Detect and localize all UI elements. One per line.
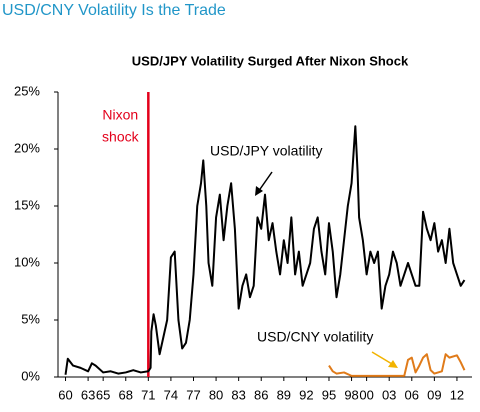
event-label: Nixon xyxy=(102,107,138,123)
arrow xyxy=(371,351,393,365)
x-tick-label: 74 xyxy=(164,387,178,402)
x-tick-label: 80 xyxy=(209,387,223,402)
y-tick-label: 20% xyxy=(14,140,40,155)
x-tick-label: 98 xyxy=(344,387,358,402)
series-line xyxy=(64,125,466,375)
arrow-head xyxy=(255,186,263,196)
series-label: USD/JPY volatility xyxy=(210,143,323,159)
y-tick-label: 0% xyxy=(21,368,40,383)
x-tick-label: 12 xyxy=(450,387,464,402)
y-tick-label: 5% xyxy=(21,311,40,326)
event-label: shock xyxy=(102,129,140,145)
series-label: USD/CNY volatility xyxy=(257,329,373,345)
x-tick-label: 92 xyxy=(299,387,313,402)
arrow xyxy=(257,171,273,193)
x-tick-label: 83 xyxy=(231,387,245,402)
x-tick-label: 60 xyxy=(58,387,72,402)
y-tick-label: 15% xyxy=(14,197,40,212)
x-tick-label: 65 xyxy=(96,387,110,402)
series-line xyxy=(328,353,466,377)
x-tick-label: 89 xyxy=(277,387,291,402)
x-tick-label: 63 xyxy=(81,387,95,402)
x-tick-label: 03 xyxy=(382,387,396,402)
x-tick-label: 00 xyxy=(359,387,373,402)
x-tick-label: 77 xyxy=(186,387,200,402)
y-tick-label: 10% xyxy=(14,254,40,269)
x-tick-label: 95 xyxy=(322,387,336,402)
x-tick-label: 86 xyxy=(254,387,268,402)
x-tick-label: 06 xyxy=(405,387,419,402)
chart-title: USD/JPY Volatility Surged After Nixon Sh… xyxy=(132,53,409,68)
y-tick-label: 25% xyxy=(14,83,40,98)
arrow-head xyxy=(388,360,398,368)
x-tick-label: 71 xyxy=(141,387,155,402)
x-tick-label: 09 xyxy=(427,387,441,402)
page-header: USD/CNY Volatility Is the Trade xyxy=(2,2,226,19)
x-tick-label: 68 xyxy=(119,387,133,402)
